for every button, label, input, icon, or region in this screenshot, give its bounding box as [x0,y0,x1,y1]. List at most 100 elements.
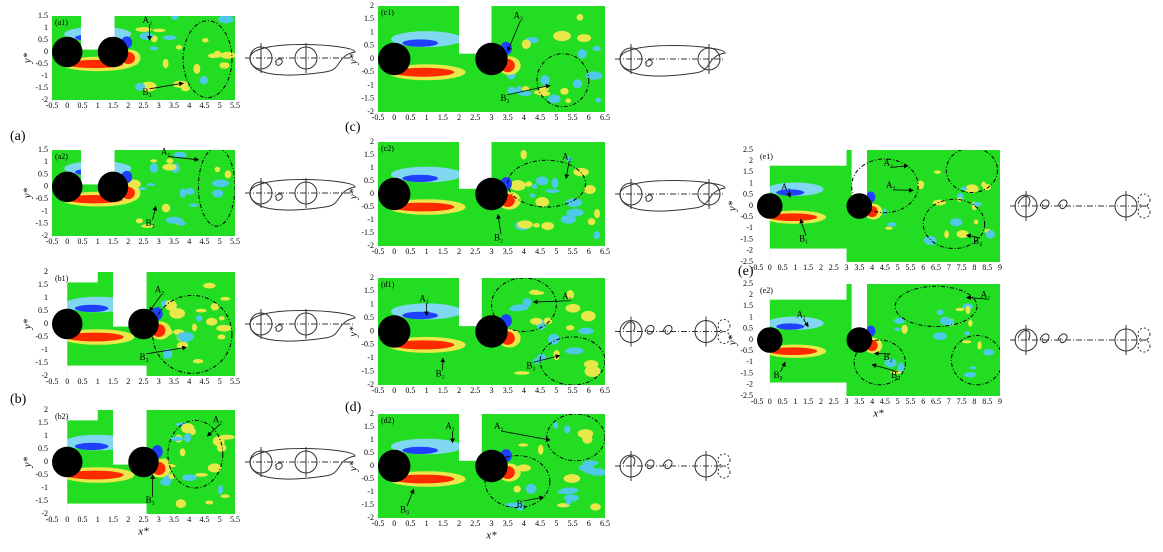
group-label: (d) [345,400,362,415]
vortex-blob [514,371,529,374]
x-tick-label: 2.5 [470,386,480,395]
x-tick-label: 1.5 [108,237,118,246]
annotation-label: B₃ [140,352,149,362]
panel-label: (a2) [55,152,68,161]
vortex-blob [541,222,554,230]
x-tick-label: 3 [490,113,494,122]
annotation-label: A₂ [981,289,991,299]
x-tick-label: 4 [187,377,191,386]
x-tick-label: 4.5 [200,515,210,524]
y-tick-label: 1 [749,312,753,321]
y-tick-label: 2 [370,273,374,282]
x-tick-label: 1.5 [803,263,813,272]
wake-schematic [245,178,355,210]
x-tick-label: 8 [972,263,976,272]
y-tick-label: 0.5 [364,41,374,50]
x-tick-label: 0.5 [78,237,88,246]
x-tick-label: 4.5 [200,237,210,246]
x-tick-label: 0 [392,386,396,395]
x-tick-label: 2 [457,519,461,528]
annotation-label: B₃ [500,93,509,103]
vortex-blob [402,312,438,319]
vortex-blob [934,170,941,173]
y-axis-label: y* [348,53,360,65]
x-tick-label: 4 [870,263,874,272]
vortex-blob [545,189,559,193]
vortex-blob [525,181,532,187]
shed-vortex [1138,194,1150,206]
x-tick-label: 3.5 [503,386,513,395]
y-tick-label: 2 [370,137,374,146]
vortex-blob [517,220,533,228]
x-tick-label: 1 [425,386,429,395]
cylinder [757,193,783,219]
annotation-label: A₂ [143,15,153,25]
cylinder [98,37,129,68]
figure: (a)(a1)A₂B₃-0.500.511.522.533.544.555.5-… [0,0,1163,552]
vortex-blob [212,189,223,197]
vortex-blob [522,39,531,49]
x-tick-label: 6.5 [600,386,610,395]
wake-schematic [615,451,730,481]
spiral [1058,200,1067,209]
vortex-blob [521,150,527,160]
x-tick-label: 4.5 [535,386,545,395]
vortex-blob [589,468,607,476]
y-tick-label: 1 [749,178,753,187]
annotation-label: B₀ [773,370,782,380]
y-tick-label: 0.5 [743,190,753,199]
panel-label: (b1) [55,274,69,283]
vortex-blob [596,98,601,103]
vortex-blob [582,460,598,465]
vortex-blob [564,474,581,483]
y-tick-label: 0.5 [38,444,48,453]
x-tick-label: 4.5 [535,519,545,528]
vortex-blob [181,86,190,91]
vortex-blob [211,303,219,311]
y-tick-label: -2 [41,231,48,240]
spiral [1040,200,1049,209]
y-tick-label: 0 [749,335,753,344]
x-tick-label: 2 [126,101,130,110]
y-tick-label: -1.5 [740,368,753,377]
y-tick-label: 0.5 [38,35,48,44]
x-tick-label: 2.5 [470,247,480,256]
x-tick-label: 4.5 [200,377,210,386]
y-tick-label: -0.5 [35,194,48,203]
x-tick-label: 1.5 [108,377,118,386]
x-tick-label: 0.5 [405,519,415,528]
x-tick-label: 2 [126,237,130,246]
vortex-blob [566,209,583,217]
vortex-blob [592,46,600,51]
annotation-label: A₁ [796,309,806,319]
vortex-blob [166,158,173,163]
y-tick-label: 0 [370,461,374,470]
x-tick-label: 3 [490,386,494,395]
vortex-blob [206,318,217,326]
x-tick-label: 3.5 [169,515,179,524]
y-tick-label: 1 [370,163,374,172]
y-tick-label: -1.5 [35,358,48,367]
vortex-blob [153,29,166,32]
y-tick-label: -1 [41,71,48,80]
vortex-blob [189,203,198,207]
x-tick-label: 3.5 [503,113,513,122]
vortex-blob [225,170,232,178]
vortex-blob [593,231,599,239]
x-tick-label: 7.5 [957,397,967,406]
vortex-blob [968,320,972,327]
spiral [275,325,282,331]
x-tick-label: 5 [896,263,900,272]
vortex-blob [573,79,583,88]
y-tick-label: -0.5 [361,340,374,349]
x-tick-label: 7 [947,263,951,272]
y-tick-label: 2 [370,1,374,10]
masked-region [770,150,847,166]
x-tick-label: 2.5 [470,113,480,122]
x-tick-label: 3 [157,237,161,246]
x-tick-label: 4 [187,101,191,110]
masked-region [67,410,98,420]
x-tick-label: 2.5 [139,515,149,524]
vortex-blob [217,334,225,339]
y-axis-label: y* [727,200,739,212]
